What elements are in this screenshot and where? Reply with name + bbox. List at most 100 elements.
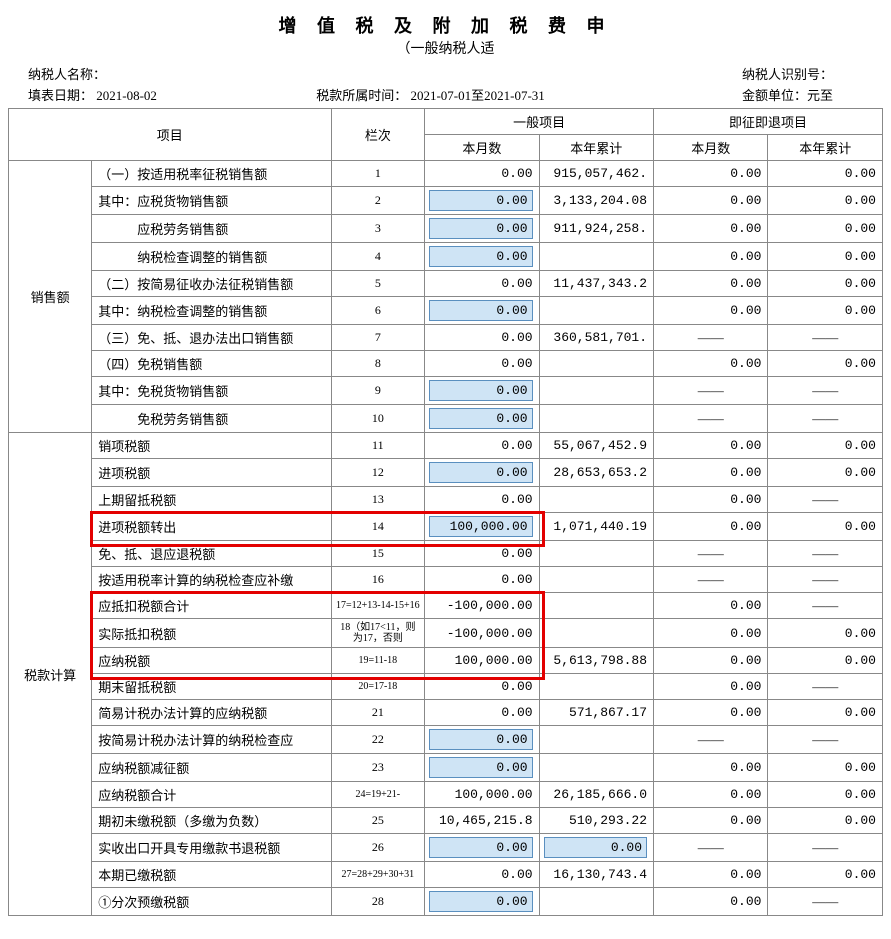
row-general-month[interactable]: 0.00 [425, 297, 539, 325]
row-item-name: 应税劳务销售额 [92, 215, 331, 243]
row-general-month[interactable]: 0.00 [425, 405, 539, 433]
row-general-year: 28,653,653.2 [539, 459, 653, 487]
table-row: （三）免、抵、退办法出口销售额70.00360,581,701.———— [9, 325, 883, 351]
taxpayer-name-label: 纳税人名称： [28, 67, 106, 82]
header-general-month: 本月数 [425, 135, 539, 161]
row-general-month: 0.00 [425, 325, 539, 351]
row-refund-year: 0.00 [768, 648, 883, 674]
row-refund-year: 0.00 [768, 459, 883, 487]
row-item-name: （二）按简易征收办法征税销售额 [92, 271, 331, 297]
row-general-year: 16,130,743.4 [539, 862, 653, 888]
row-item-name: 销项税额 [92, 433, 331, 459]
table-row: 应纳税额19=11-18100,000.005,613,798.880.000.… [9, 648, 883, 674]
row-refund-year: —— [768, 593, 883, 619]
row-general-month: 0.00 [425, 351, 539, 377]
row-refund-month: 0.00 [654, 271, 768, 297]
row-refund-month: 0.00 [654, 215, 768, 243]
row-item-name: 其中：应税货物销售额 [92, 187, 331, 215]
row-refund-month: —— [654, 325, 768, 351]
row-general-year [539, 674, 653, 700]
row-general-year: 571,867.17 [539, 700, 653, 726]
row-item-name: 按适用税率计算的纳税检查应补缴 [92, 567, 331, 593]
row-item-name: 按简易计税办法计算的纳税检查应 [92, 726, 331, 754]
row-col-idx: 16 [331, 567, 425, 593]
row-general-year[interactable]: 0.00 [539, 834, 653, 862]
table-row: 其中：应税货物销售额20.003,133,204.080.000.00 [9, 187, 883, 215]
row-general-month[interactable]: 0.00 [425, 459, 539, 487]
table-row: 销售额（一）按适用税率征税销售额10.00915,057,462.0.000.0… [9, 161, 883, 187]
row-col-idx: 18（如17<11，则为17，否则 [331, 619, 425, 648]
period: 2021-07-01至2021-07-31 [410, 88, 544, 103]
row-general-month[interactable]: 0.00 [425, 754, 539, 782]
row-col-idx: 20=17-18 [331, 674, 425, 700]
row-col-idx: 27=28+29+30+31 [331, 862, 425, 888]
row-general-year [539, 405, 653, 433]
table-row: 实际抵扣税额18（如17<11，则为17，否则-100,000.000.000.… [9, 619, 883, 648]
table-row: 期初未缴税额（多缴为负数）2510,465,215.8510,293.220.0… [9, 808, 883, 834]
row-general-month: 0.00 [425, 862, 539, 888]
row-item-name: 其中：免税货物销售额 [92, 377, 331, 405]
row-general-month[interactable]: 0.00 [425, 215, 539, 243]
table-row: 纳税检查调整的销售额40.000.000.00 [9, 243, 883, 271]
table-row: 实收出口开具专用缴款书退税额260.000.00———— [9, 834, 883, 862]
row-general-year [539, 888, 653, 916]
row-refund-month: 0.00 [654, 351, 768, 377]
row-general-year [539, 351, 653, 377]
row-col-idx: 5 [331, 271, 425, 297]
row-refund-year: 0.00 [768, 808, 883, 834]
table-row: 应抵扣税额合计17=12+13-14-15+16-100,000.000.00—… [9, 593, 883, 619]
fill-date: 2021-08-02 [96, 88, 157, 103]
meta-row-2: 填表日期： 2021-08-02 税款所属时间： 2021-07-01至2021… [28, 85, 863, 104]
section-sales: 销售额 [9, 161, 92, 433]
row-general-year [539, 619, 653, 648]
row-general-month[interactable]: 0.00 [425, 726, 539, 754]
row-item-name: 本期已缴税额 [92, 862, 331, 888]
row-refund-month: —— [654, 834, 768, 862]
row-general-month[interactable]: 0.00 [425, 377, 539, 405]
row-general-month[interactable]: 100,000.00 [425, 513, 539, 541]
row-general-month[interactable]: 0.00 [425, 888, 539, 916]
header-general-year: 本年累计 [539, 135, 653, 161]
row-item-name: 简易计税办法计算的应纳税额 [92, 700, 331, 726]
table-row: 税款计算销项税额110.0055,067,452.90.000.00 [9, 433, 883, 459]
row-general-month[interactable]: 0.00 [425, 834, 539, 862]
row-general-month[interactable]: 0.00 [425, 187, 539, 215]
row-item-name: 免税劳务销售额 [92, 405, 331, 433]
row-general-month: 0.00 [425, 433, 539, 459]
row-item-name: （四）免税销售额 [92, 351, 331, 377]
row-item-name: 期初未缴税额（多缴为负数） [92, 808, 331, 834]
row-refund-month: 0.00 [654, 487, 768, 513]
row-refund-month: 0.00 [654, 243, 768, 271]
row-col-idx: 23 [331, 754, 425, 782]
table-row: 本期已缴税额27=28+29+30+310.0016,130,743.40.00… [9, 862, 883, 888]
row-item-name: ①分次预缴税额 [92, 888, 331, 916]
row-item-name: 纳税检查调整的销售额 [92, 243, 331, 271]
row-general-month[interactable]: 0.00 [425, 243, 539, 271]
period-label: 税款所属时间： [316, 88, 407, 103]
row-col-idx: 28 [331, 888, 425, 916]
table-row: 免税劳务销售额100.00———— [9, 405, 883, 433]
row-general-month: -100,000.00 [425, 619, 539, 648]
fill-date-label: 填表日期： [28, 88, 93, 103]
row-refund-year: —— [768, 377, 883, 405]
row-refund-year: 0.00 [768, 513, 883, 541]
row-item-name: 其中：纳税检查调整的销售额 [92, 297, 331, 325]
row-general-month: 0.00 [425, 674, 539, 700]
row-refund-month: 0.00 [654, 513, 768, 541]
row-refund-month: 0.00 [654, 297, 768, 325]
row-refund-month: 0.00 [654, 433, 768, 459]
row-general-month: 100,000.00 [425, 782, 539, 808]
row-refund-month: 0.00 [654, 808, 768, 834]
table-row: 简易计税办法计算的应纳税额210.00571,867.170.000.00 [9, 700, 883, 726]
row-item-name: 应纳税额合计 [92, 782, 331, 808]
table-row: 应纳税额减征额230.000.000.00 [9, 754, 883, 782]
row-general-year: 55,067,452.9 [539, 433, 653, 459]
page-subtitle: （一般纳税人适 [8, 38, 883, 58]
row-general-month: 10,465,215.8 [425, 808, 539, 834]
row-refund-year: 0.00 [768, 243, 883, 271]
row-col-idx: 3 [331, 215, 425, 243]
table-row: （四）免税销售额80.000.000.00 [9, 351, 883, 377]
row-item-name: 实际抵扣税额 [92, 619, 331, 648]
row-general-year: 5,613,798.88 [539, 648, 653, 674]
row-refund-year: 0.00 [768, 271, 883, 297]
